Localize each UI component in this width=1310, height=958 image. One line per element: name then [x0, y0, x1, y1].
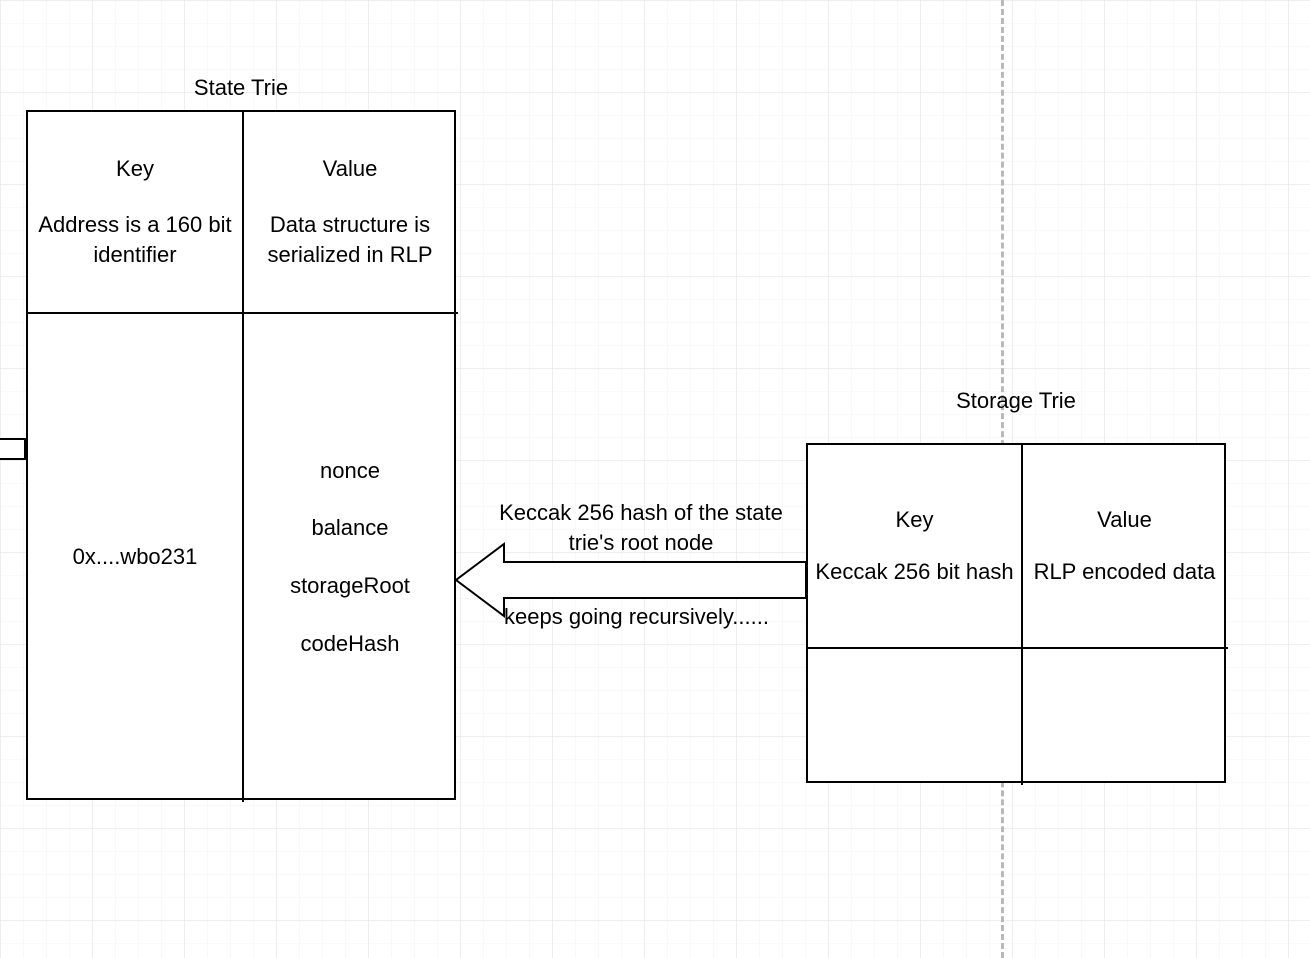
arrow-label-bottom: keeps going recursively...... — [504, 602, 814, 632]
storage-trie-key-desc: Keccak 256 bit hash — [815, 557, 1013, 587]
storage-trie-value-header-cell: Value RLP encoded data — [1021, 445, 1228, 647]
state-trie-key-header-cell: Key Address is a 160 bit identifier — [28, 112, 242, 312]
state-trie-table: Key Address is a 160 bit identifier Valu… — [26, 110, 456, 800]
state-trie-key-header: Key — [116, 154, 154, 184]
storage-trie-key-body-cell — [808, 647, 1021, 785]
storage-trie-key-header-cell: Key Keccak 256 bit hash — [808, 445, 1021, 647]
state-trie-key-body-cell: 0x....wbo231 — [28, 312, 242, 802]
storage-trie-key-header: Key — [896, 505, 934, 535]
storage-trie-title-line1: Storage Trie — [806, 387, 1226, 416]
state-trie-value-header: Value — [323, 154, 378, 184]
storage-trie-value-header: Value — [1097, 505, 1152, 535]
state-trie-value-field: codeHash — [300, 629, 399, 659]
storage-trie-value-desc: RLP encoded data — [1034, 557, 1216, 587]
state-trie-key-desc: Address is a 160 bit identifier — [34, 210, 236, 269]
diagram-canvas: State Trie (Merkle Patricia Trie) Key Ad… — [0, 0, 1310, 958]
state-trie-key-example: 0x....wbo231 — [73, 542, 198, 572]
storage-trie-table: Key Keccak 256 bit hash Value RLP encode… — [806, 443, 1226, 783]
storage-trie-title: Storage Trie (Merkle Patricia Trie) — [806, 358, 1226, 418]
state-trie-title-line1: State Trie — [26, 74, 456, 103]
state-trie-value-field: nonce — [320, 456, 380, 486]
left-edge-stub — [0, 438, 26, 460]
state-trie-value-header-cell: Value Data structure is serialized in RL… — [242, 112, 458, 312]
storage-trie-value-body-cell — [1021, 647, 1228, 785]
arrow-label-top: Keccak 256 hash of the state trie's root… — [486, 498, 796, 557]
state-trie-value-desc: Data structure is serialized in RLP — [248, 210, 452, 269]
state-trie-value-field: balance — [311, 513, 388, 543]
state-trie-title: State Trie (Merkle Patricia Trie) — [26, 45, 456, 105]
state-trie-value-field: storageRoot — [290, 571, 410, 601]
state-trie-value-body-cell: nonce balance storageRoot codeHash — [242, 312, 458, 802]
